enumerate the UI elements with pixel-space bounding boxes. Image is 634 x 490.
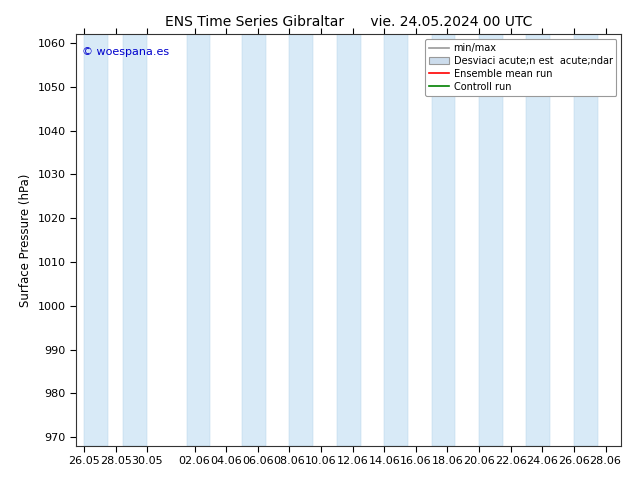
Bar [242, 34, 266, 446]
Bar [337, 34, 361, 446]
Bar [432, 34, 455, 446]
Text: © woespana.es: © woespana.es [82, 47, 169, 57]
Bar [124, 34, 147, 446]
Bar [526, 34, 550, 446]
Bar [290, 34, 313, 446]
Legend: min/max, Desviaci acute;n est  acute;ndar, Ensemble mean run, Controll run: min/max, Desviaci acute;n est acute;ndar… [425, 39, 616, 96]
Bar [574, 34, 598, 446]
Bar [84, 34, 108, 446]
Bar [384, 34, 408, 446]
Title: ENS Time Series Gibraltar      vie. 24.05.2024 00 UTC: ENS Time Series Gibraltar vie. 24.05.202… [165, 15, 533, 29]
Y-axis label: Surface Pressure (hPa): Surface Pressure (hPa) [19, 173, 32, 307]
Bar [186, 34, 210, 446]
Bar [479, 34, 503, 446]
